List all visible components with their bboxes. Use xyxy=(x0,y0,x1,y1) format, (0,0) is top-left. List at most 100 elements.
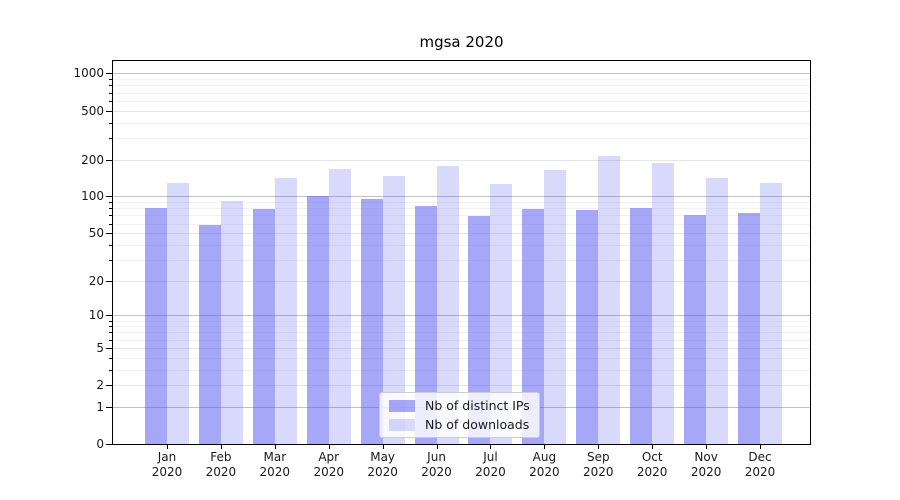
y-tick-mark xyxy=(106,315,112,317)
bar-downloads xyxy=(382,176,405,444)
gridline xyxy=(113,259,810,261)
y-minor-tick-mark xyxy=(109,137,112,139)
gridline xyxy=(113,347,810,349)
y-minor-tick-mark xyxy=(109,223,112,225)
gridline xyxy=(113,137,810,139)
gridline xyxy=(113,122,810,124)
y-tick-label: 2 xyxy=(96,378,104,393)
y-tick-label: 500 xyxy=(81,103,104,118)
y-minor-tick-mark xyxy=(109,122,112,124)
x-tick-label: Mar 2020 xyxy=(259,450,291,479)
legend-item-downloads: Nb of downloads xyxy=(389,417,530,432)
x-tick-mark xyxy=(167,445,168,449)
y-minor-tick-mark xyxy=(109,244,112,246)
chart-title: mgsa 2020 xyxy=(419,33,504,51)
y-tick-label: 10 xyxy=(88,308,104,323)
y-minor-tick-mark xyxy=(109,369,112,371)
gridline xyxy=(113,244,810,246)
bar-downloads xyxy=(220,200,243,444)
gridline xyxy=(113,369,810,371)
y-minor-tick-mark xyxy=(109,320,112,322)
bar-distinct-ips xyxy=(306,195,329,444)
gridline xyxy=(113,110,810,112)
x-tick-mark xyxy=(274,445,276,449)
gridline xyxy=(113,385,810,387)
y-minor-tick-mark xyxy=(109,85,112,87)
x-tick-mark xyxy=(706,445,708,449)
x-tick-mark xyxy=(436,445,438,449)
y-tick-mark xyxy=(106,159,112,161)
x-tick-mark xyxy=(598,445,600,449)
legend-swatch-downloads xyxy=(389,418,415,431)
gridline xyxy=(113,339,810,341)
bar-distinct-ips xyxy=(522,209,545,444)
y-minor-tick-mark xyxy=(109,357,112,359)
x-tick-label: Apr 2020 xyxy=(313,450,344,479)
x-tick-label: Jan 2020 xyxy=(151,450,183,479)
legend-label-distinct-ips: Nb of distinct IPs xyxy=(425,398,530,413)
bar-downloads xyxy=(328,168,351,444)
bar-distinct-ips xyxy=(145,208,167,444)
x-tick-label: Jul 2020 xyxy=(475,450,506,479)
x-tick-mark xyxy=(490,445,492,449)
gridline xyxy=(113,280,810,282)
bar-distinct-ips xyxy=(738,213,760,444)
legend-item-distinct-ips: Nb of distinct IPs xyxy=(389,398,530,413)
x-tick-label: May 2020 xyxy=(367,450,398,479)
y-tick-label: 20 xyxy=(88,273,104,288)
gridline xyxy=(113,315,810,317)
y-minor-tick-mark xyxy=(109,259,112,261)
bar-downloads xyxy=(274,177,297,444)
y-tick-mark xyxy=(106,280,112,282)
y-minor-tick-mark xyxy=(109,326,112,328)
gridline xyxy=(113,85,810,87)
x-tick-mark xyxy=(760,445,761,449)
y-tick-label: 50 xyxy=(88,226,104,241)
bar-distinct-ips xyxy=(252,209,275,444)
gridline xyxy=(113,215,810,217)
y-minor-tick-mark xyxy=(109,92,112,94)
y-minor-tick-mark xyxy=(109,339,112,341)
bar-distinct-ips xyxy=(468,216,491,444)
y-tick-label: 200 xyxy=(81,152,104,167)
y-tick-label: 1 xyxy=(96,399,104,414)
y-tick-label: 100 xyxy=(81,189,104,204)
x-tick-mark xyxy=(544,445,546,449)
y-tick-label: 0 xyxy=(96,437,104,451)
bar-downloads xyxy=(167,182,189,444)
x-tick-mark xyxy=(328,445,330,449)
y-tick-mark xyxy=(106,406,112,408)
y-tick-mark xyxy=(106,233,112,235)
bar-distinct-ips xyxy=(630,208,653,444)
bar-downloads xyxy=(652,162,675,444)
gridline xyxy=(113,208,810,210)
x-tick-label: Jun 2020 xyxy=(421,450,452,479)
y-minor-tick-mark xyxy=(109,100,112,102)
y-tick-label: 1000 xyxy=(73,66,104,81)
bar-distinct-ips xyxy=(684,214,707,444)
y-minor-tick-mark xyxy=(109,208,112,210)
x-tick-label: Aug 2020 xyxy=(529,450,560,479)
bar-distinct-ips xyxy=(360,199,383,444)
gridline xyxy=(113,223,810,225)
bar-downloads xyxy=(436,166,459,444)
gridline xyxy=(113,233,810,235)
y-tick-mark xyxy=(106,347,112,349)
x-tick-mark xyxy=(382,445,384,449)
bar-downloads xyxy=(706,177,729,444)
y-tick-mark xyxy=(106,196,112,198)
y-minor-tick-mark xyxy=(109,202,112,204)
gridline xyxy=(113,73,810,75)
gridline xyxy=(113,92,810,94)
gridline xyxy=(113,332,810,334)
plot-area: 0 1 2 5 10 20 50 100 200 500 1000 Jan 2020 Feb 2020 Mar… xyxy=(73,60,811,479)
legend-label-downloads: Nb of downloads xyxy=(425,417,530,432)
gridline xyxy=(113,159,810,161)
bar-distinct-ips xyxy=(198,225,221,444)
x-tick-mark xyxy=(220,445,222,449)
y-tick-mark xyxy=(106,444,112,445)
bar-downloads xyxy=(544,170,567,444)
y-minor-tick-mark xyxy=(109,215,112,217)
y-tick-label: 5 xyxy=(96,340,104,355)
